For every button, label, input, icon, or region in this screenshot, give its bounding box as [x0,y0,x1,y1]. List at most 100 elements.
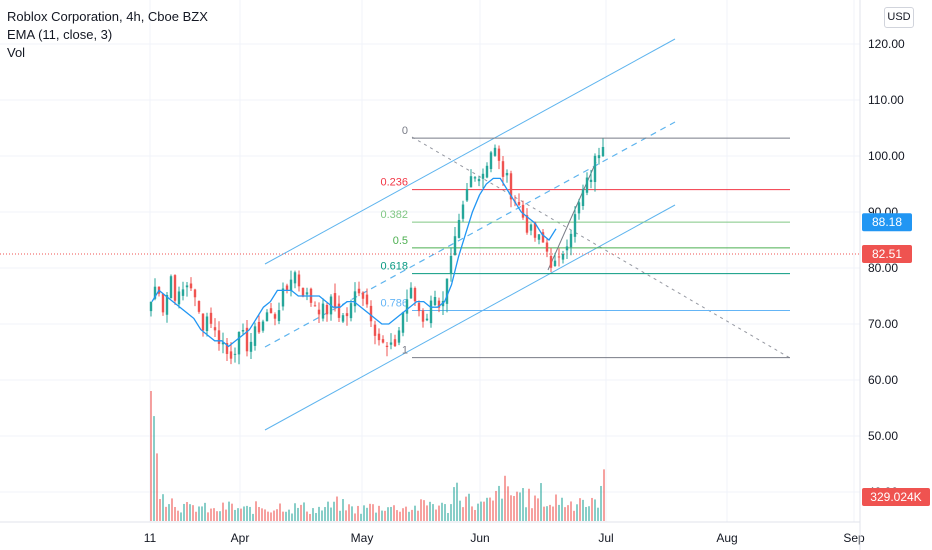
candle-body [449,255,453,275]
volume-bar [210,508,212,521]
candle-body [281,288,285,307]
volume-bar [453,487,455,521]
candle-body [165,295,169,315]
x-tick-label: Aug [716,531,737,545]
candle-body [209,312,213,324]
fib-level-label: 0.618 [380,261,408,273]
volume-bar [288,509,290,521]
volume-bar [363,505,365,521]
volume-bar [186,502,188,521]
channel-lower-line [264,204,676,431]
volume-bar [594,499,596,521]
volume-bar [351,506,353,521]
volume-bar [582,499,584,521]
candle-body [597,155,601,159]
candle-body [601,146,605,157]
volume-bar [462,507,464,521]
candle-body [305,292,309,295]
channel-middle-line [264,121,676,348]
volume-bar [459,500,461,521]
volume-bar [327,501,329,521]
candle-body [149,301,153,312]
volume-bar [390,506,392,521]
candle-body [241,330,245,332]
volume-bar [213,508,215,521]
candle-body [361,292,365,299]
candle-body [349,303,353,319]
candle-body [189,283,193,289]
candle-body [509,173,513,200]
volume-bar [315,512,317,521]
ema-price-badge [862,213,912,232]
candle-body [401,312,405,333]
volume-bar [330,507,332,521]
volume-bar [297,507,299,521]
volume-bar [441,502,443,521]
ema-indicator-label[interactable]: EMA (11, close, 3) [7,27,113,42]
candle-body [161,293,165,313]
volume-bar [219,511,221,521]
candle-body [173,275,177,301]
candle-body [273,314,277,319]
volume-bar [234,509,236,521]
candle-body [469,176,473,188]
volume-bar [300,504,302,521]
volume-bar [393,505,395,521]
volume-bar [384,510,386,521]
candle-body [425,318,429,321]
volume-bar [477,503,479,521]
volume-bar [405,506,407,521]
candle-body [549,255,553,268]
volume-bar [156,453,158,521]
candle-body [265,312,269,322]
volume-bar [408,511,410,521]
volume-bar [357,505,359,521]
volume-bar [585,506,587,521]
volume-bar [528,488,530,521]
volume-bar [534,495,536,521]
volume-bar [414,505,416,521]
volume-bar [516,491,518,521]
candle-body [453,236,457,256]
volume-bar [318,506,320,521]
symbol-title[interactable]: Roblox Corporation, 4h, Cboe BZX [7,9,208,24]
fib-level-label: 0.236 [380,177,408,189]
candle-body [217,330,221,344]
ema-curve [151,177,557,348]
volume-bar [168,504,170,521]
volume-bar [189,504,191,521]
volume-bar [423,500,425,521]
candle-body [573,214,577,237]
ema-price-badge-text: 88.18 [872,215,902,229]
y-tick-label: 60.00 [868,373,898,387]
candle-body [557,256,561,258]
volume-bar [471,506,473,521]
candle-body [153,286,157,299]
volume-bar [522,488,524,521]
volume-bar [228,501,230,521]
candle-body [529,224,533,231]
last-price-badge [862,244,912,263]
candle-body [477,179,481,182]
candle-body [537,234,541,240]
currency-button[interactable]: USD [884,7,914,28]
channel-upper-line [264,38,676,265]
volume-bar [387,507,389,521]
volume-bar [366,507,368,521]
volume-bar [198,506,200,521]
volume-bar [174,507,176,521]
candle-body [225,343,229,354]
volume-bar [573,510,575,521]
volume-bar [378,505,380,521]
volume-bar [540,483,542,521]
volume-bar [309,513,311,521]
volume-indicator-label[interactable]: Vol [7,45,26,60]
candle-body [325,304,329,315]
candle-body [561,253,565,260]
fib-level-label: 0.786 [380,298,408,310]
volume-bar [333,501,335,521]
candle-body [521,204,525,218]
volume-bar [279,503,281,521]
